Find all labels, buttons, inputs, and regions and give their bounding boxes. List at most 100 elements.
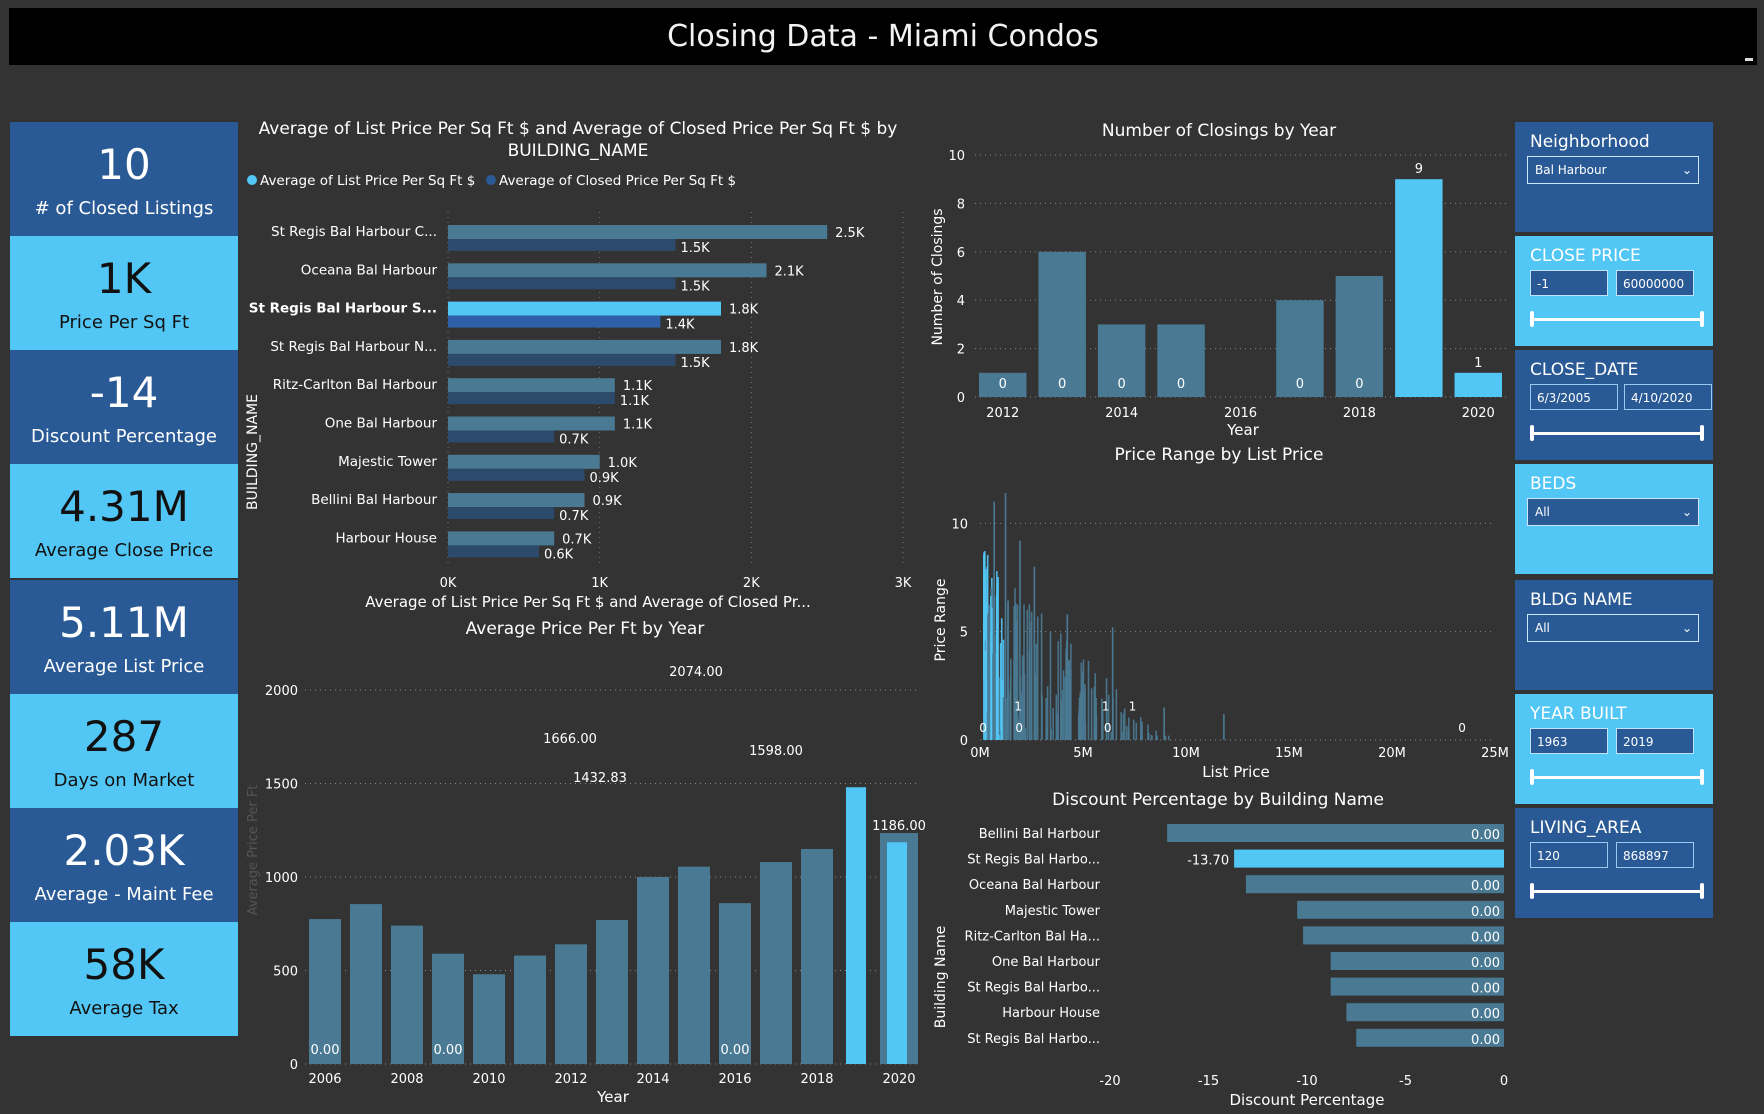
- bar-closed-price: [448, 277, 676, 290]
- y-axis-title: BUILDING_NAME: [245, 394, 261, 510]
- slicer-year-built: YEAR BUILT 1963 2019: [1515, 694, 1713, 804]
- beds-dropdown[interactable]: All ⌄: [1527, 498, 1699, 526]
- living-area-max-input[interactable]: 868897: [1616, 842, 1694, 868]
- x-axis-title: List Price: [1202, 763, 1270, 781]
- kpi-label: Average - Maint Fee: [34, 884, 214, 905]
- year-built-min-input[interactable]: 1963: [1530, 728, 1608, 754]
- bar: [1056, 713, 1059, 740]
- y-category-label: St Regis Bal Harbo...: [967, 1032, 1100, 1047]
- bar-closed-price: [448, 430, 555, 443]
- legend-label: Average of Closed Price Per Sq Ft $: [499, 173, 736, 189]
- kpi-card-discount-percentage: -14 Discount Percentage: [10, 350, 238, 464]
- year-built-slider-track[interactable]: [1531, 776, 1703, 779]
- x-tick-label: 0M: [970, 746, 990, 761]
- neighborhood-dropdown[interactable]: Bal Harbour ⌄: [1527, 156, 1699, 184]
- bldg-name-dropdown[interactable]: All ⌄: [1527, 614, 1699, 642]
- data-label: 0.9K: [593, 494, 623, 509]
- x-tick-label: 2012: [554, 1072, 587, 1087]
- slicer-title: CLOSE PRICE: [1530, 246, 1641, 266]
- bar: [887, 842, 907, 1064]
- close-date-slider-start-handle[interactable]: [1530, 425, 1534, 441]
- bar: [1045, 697, 1048, 740]
- bar: [1297, 900, 1504, 919]
- bar: [1030, 611, 1033, 740]
- year-built-slider-max-handle[interactable]: [1700, 769, 1704, 785]
- chart-price-per-sqft-by-building[interactable]: Average of List Price Per Sq Ft $ and Av…: [240, 112, 930, 617]
- living-area-slider-max-handle[interactable]: [1700, 883, 1704, 899]
- bar: [1052, 708, 1054, 740]
- bar: [1135, 722, 1138, 740]
- bar: [993, 501, 995, 740]
- bar: [1245, 875, 1504, 894]
- bar: [1081, 671, 1084, 740]
- close-date-slider-track[interactable]: [1531, 432, 1703, 435]
- bar: [1141, 734, 1143, 740]
- bar: [1004, 493, 1007, 740]
- data-label: 0.00: [1471, 1007, 1500, 1022]
- living-area-slider-track[interactable]: [1531, 890, 1703, 893]
- chart-average-price-per-ft-by-year[interactable]: Average Price Per Ft by Year 0 500 1000 1500…: [240, 610, 930, 1110]
- bar: [1128, 717, 1130, 740]
- bar: [1061, 690, 1064, 740]
- slicer-title: Neighborhood: [1530, 132, 1650, 152]
- living-area-slider-min-handle[interactable]: [1530, 883, 1534, 899]
- bar: [1122, 713, 1125, 740]
- bar: [998, 734, 1000, 740]
- close-price-max-input[interactable]: 60000000: [1616, 270, 1694, 296]
- focus-mode-icon[interactable]: [1745, 58, 1753, 61]
- data-label: 1.5K: [681, 356, 711, 371]
- bar: [979, 372, 1027, 397]
- bar: [1132, 719, 1135, 740]
- bar: [1015, 620, 1018, 740]
- y-axis-title: Price Range: [933, 579, 949, 662]
- year-built-slider-min-handle[interactable]: [1530, 769, 1534, 785]
- bar: [1060, 633, 1062, 740]
- data-label: 1.8K: [729, 341, 759, 356]
- x-tick-label: 0: [1500, 1074, 1508, 1089]
- y-tick-label: 2: [957, 343, 965, 358]
- bar: [1000, 618, 1003, 740]
- bar: [999, 643, 1002, 740]
- data-label: 1.4K: [665, 318, 695, 333]
- data-label: 0: [1177, 377, 1185, 392]
- data-label: 0: [1015, 721, 1023, 735]
- y-tick-label: 4: [957, 294, 965, 309]
- dropdown-value: All: [1535, 505, 1550, 519]
- kpi-label: Price Per Sq Ft: [58, 312, 190, 333]
- chart-closings-by-year[interactable]: Number of Closings by Year0246810Number …: [930, 112, 1515, 442]
- chart-discount-percentage-by-building[interactable]: Discount Percentage by Building Name Buil…: [930, 785, 1515, 1114]
- close-date-end-input[interactable]: 4/10/2020: [1624, 384, 1712, 410]
- slicer-title: BLDG NAME: [1530, 590, 1633, 610]
- data-label: 0: [1458, 721, 1466, 735]
- dashboard-title: Closing Data - Miami Condos: [667, 19, 1099, 54]
- x-tick-label: 2008: [390, 1072, 423, 1087]
- close-price-slider-track[interactable]: [1531, 318, 1703, 321]
- bar: [1097, 324, 1146, 397]
- bar: [1019, 540, 1021, 740]
- close-price-slider-min-handle[interactable]: [1530, 311, 1534, 327]
- data-label: 1.1K: [623, 379, 653, 394]
- close-date-start-input[interactable]: 6/3/2005: [1530, 384, 1618, 410]
- data-label: 0: [999, 377, 1007, 392]
- bar: [1057, 641, 1060, 740]
- x-tick-label: 2020: [882, 1072, 915, 1087]
- kpi-value: 1K: [96, 254, 152, 303]
- bar: [1006, 698, 1008, 740]
- close-date-slider-end-handle[interactable]: [1700, 425, 1704, 441]
- x-tick-label: -10: [1296, 1074, 1317, 1089]
- data-label: 0: [1117, 377, 1125, 392]
- living-area-min-input[interactable]: 120: [1530, 842, 1608, 868]
- bar: [984, 650, 987, 740]
- year-built-max-input[interactable]: 2019: [1616, 728, 1694, 754]
- data-label: 0: [979, 721, 987, 735]
- bar-list-price: [448, 454, 600, 469]
- bar: [1002, 697, 1005, 740]
- close-price-min-input[interactable]: -1: [1530, 270, 1608, 296]
- bar: [1035, 643, 1038, 740]
- kpi-label: Days on Market: [53, 770, 195, 791]
- bar: [1141, 721, 1143, 740]
- x-tick-label: 2018: [800, 1072, 833, 1087]
- bar: [1055, 694, 1058, 740]
- close-price-slider-max-handle[interactable]: [1700, 311, 1704, 327]
